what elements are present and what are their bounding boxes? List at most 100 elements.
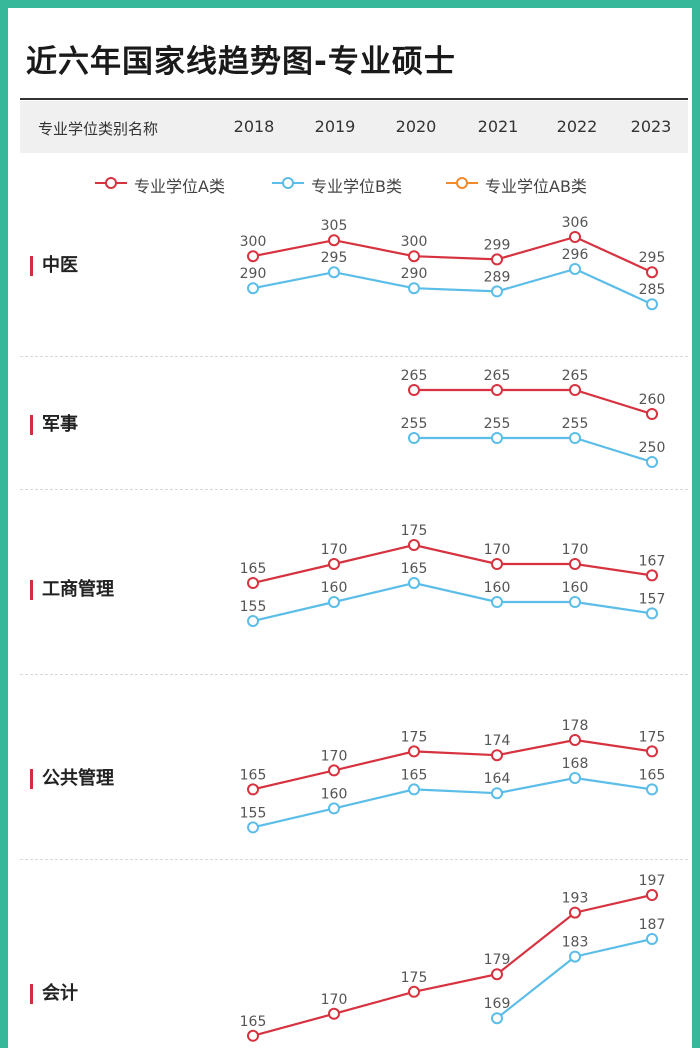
year-header-2022: 2022 xyxy=(556,117,598,136)
data-label-b-2018: 155 xyxy=(240,805,267,821)
year-header-2019: 2019 xyxy=(314,117,356,136)
data-point-b-2023[interactable] xyxy=(646,933,658,945)
data-point-a-2020[interactable] xyxy=(408,985,420,998)
data-point-b-2023[interactable] xyxy=(646,607,658,620)
data-point-a-2021[interactable] xyxy=(491,253,503,266)
series-line-b xyxy=(252,267,653,306)
data-point-b-2020[interactable] xyxy=(408,282,420,295)
legend-marker-a-icon xyxy=(95,177,127,189)
year-header-2020: 2020 xyxy=(395,117,437,136)
data-label-a-2021: 170 xyxy=(484,542,511,558)
data-point-a-2022[interactable] xyxy=(569,558,581,570)
data-point-b-2021[interactable] xyxy=(491,596,503,608)
data-point-a-2020[interactable] xyxy=(408,384,420,396)
data-point-b-2019[interactable] xyxy=(328,596,340,608)
data-point-a-2023[interactable] xyxy=(646,266,658,279)
data-point-b-2023[interactable] xyxy=(646,456,658,468)
series-line-b xyxy=(252,581,653,623)
data-label-a-2018: 300 xyxy=(240,234,267,250)
data-point-a-2022[interactable] xyxy=(569,734,581,746)
data-point-a-2019[interactable] xyxy=(328,558,340,570)
data-point-a-2022[interactable] xyxy=(569,906,581,919)
data-label-a-2022: 193 xyxy=(562,891,589,907)
data-label-a-2019: 170 xyxy=(321,542,348,558)
data-label-a-2020: 175 xyxy=(401,523,428,539)
data-label-a-2023: 197 xyxy=(639,873,666,889)
series-line-a xyxy=(252,235,653,274)
data-point-a-2023[interactable] xyxy=(646,889,658,901)
data-point-b-2023[interactable] xyxy=(646,783,658,796)
data-label-b-2023: 250 xyxy=(639,440,666,456)
data-point-b-2020[interactable] xyxy=(408,783,420,796)
data-label-a-2018: 165 xyxy=(240,767,267,783)
data-point-b-2018[interactable] xyxy=(247,821,259,834)
data-label-a-2023: 295 xyxy=(639,250,666,266)
data-label-b-2022: 160 xyxy=(562,580,589,596)
data-label-b-2021: 289 xyxy=(484,269,511,285)
row-label-kuaiji: 会计 xyxy=(30,984,78,1004)
data-point-a-2023[interactable] xyxy=(646,569,658,582)
data-point-b-2021[interactable] xyxy=(491,432,503,444)
data-label-b-2019: 160 xyxy=(321,580,348,596)
series-line-b xyxy=(414,436,653,464)
data-label-a-2022: 265 xyxy=(562,368,589,384)
data-point-a-2023[interactable] xyxy=(646,408,658,420)
table-header: 专业学位类别名称 2018 2019 2020 2021 2022 2023 xyxy=(20,101,688,153)
data-point-b-2021[interactable] xyxy=(491,285,503,298)
data-label-b-2023: 285 xyxy=(639,282,666,298)
legend: 专业学位A类 专业学位B类 专业学位AB类 xyxy=(8,172,692,196)
row-divider xyxy=(20,674,688,675)
data-point-a-2018[interactable] xyxy=(247,783,259,796)
data-point-a-2018[interactable] xyxy=(247,250,259,263)
data-point-a-2018[interactable] xyxy=(247,577,259,589)
data-point-a-2022[interactable] xyxy=(569,231,581,243)
data-label-a-2022: 170 xyxy=(562,542,589,558)
data-point-a-2021[interactable] xyxy=(491,749,503,762)
data-point-a-2022[interactable] xyxy=(569,384,581,396)
data-point-a-2020[interactable] xyxy=(408,745,420,758)
data-point-b-2019[interactable] xyxy=(328,802,340,815)
data-point-a-2023[interactable] xyxy=(646,745,658,758)
data-point-a-2020[interactable] xyxy=(408,539,420,551)
data-label-b-2020: 165 xyxy=(401,561,428,577)
data-point-b-2022[interactable] xyxy=(569,596,581,608)
data-label-a-2019: 170 xyxy=(321,992,348,1008)
series-line-a xyxy=(252,543,653,585)
data-label-b-2023: 157 xyxy=(639,591,666,607)
data-point-b-2022[interactable] xyxy=(569,432,581,444)
data-label-a-2020: 175 xyxy=(401,970,428,986)
data-label-b-2021: 164 xyxy=(484,771,511,787)
data-point-b-2021[interactable] xyxy=(491,787,503,800)
data-point-b-2022[interactable] xyxy=(569,263,581,275)
data-point-b-2018[interactable] xyxy=(247,615,259,627)
data-point-b-2022[interactable] xyxy=(569,950,581,963)
data-point-a-2018[interactable] xyxy=(247,1029,259,1042)
data-point-b-2023[interactable] xyxy=(646,298,658,311)
data-label-b-2023: 165 xyxy=(639,767,666,783)
data-point-a-2021[interactable] xyxy=(491,384,503,396)
data-point-b-2018[interactable] xyxy=(247,282,259,295)
data-point-a-2021[interactable] xyxy=(491,558,503,570)
data-label-b-2022: 296 xyxy=(562,247,589,263)
data-point-b-2021[interactable] xyxy=(491,1012,503,1025)
year-header-2023: 2023 xyxy=(630,117,672,136)
data-point-b-2020[interactable] xyxy=(408,432,420,444)
data-label-b-2022: 183 xyxy=(562,935,589,951)
data-label-b-2022: 168 xyxy=(562,756,589,772)
data-point-a-2021[interactable] xyxy=(491,968,503,981)
data-point-b-2019[interactable] xyxy=(328,266,340,279)
data-point-b-2020[interactable] xyxy=(408,577,420,589)
page-title: 近六年国家线趋势图-专业硕士 xyxy=(26,44,456,80)
data-point-a-2019[interactable] xyxy=(328,234,340,247)
legend-marker-ab-icon xyxy=(446,177,478,189)
data-point-a-2020[interactable] xyxy=(408,250,420,263)
data-point-a-2019[interactable] xyxy=(328,1007,340,1020)
data-label-b-2022: 255 xyxy=(562,416,589,432)
data-label-b-2018: 290 xyxy=(240,266,267,282)
row-divider xyxy=(20,356,688,357)
row-label-gongshang: 工商管理 xyxy=(30,580,114,600)
data-point-a-2019[interactable] xyxy=(328,764,340,777)
data-label-b-2019: 295 xyxy=(321,250,348,266)
data-point-b-2022[interactable] xyxy=(569,772,581,784)
legend-label-a: 专业学位A类 xyxy=(134,177,225,196)
